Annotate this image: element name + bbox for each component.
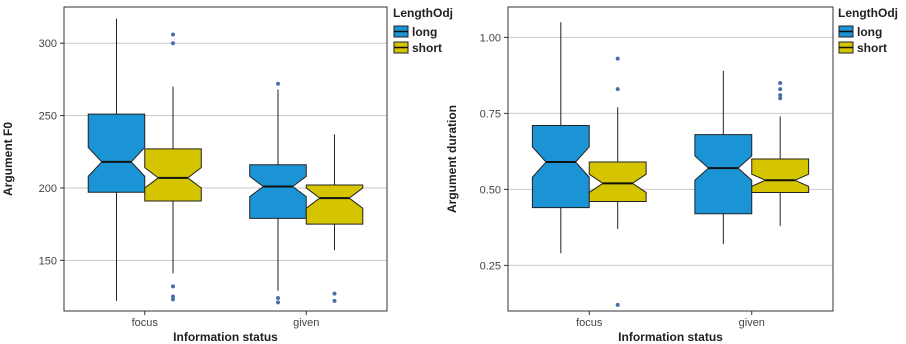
- outlier-point: [615, 87, 620, 92]
- y-tick-label: 250: [39, 111, 57, 123]
- y-tick-label: 200: [39, 183, 57, 195]
- y-tick-label: 300: [39, 38, 57, 50]
- x-tick-label-focus: focus: [132, 317, 159, 329]
- y-tick-label: 150: [39, 255, 57, 267]
- legend-title: LengthOdj: [393, 6, 453, 20]
- notched-box-long-given: [249, 164, 307, 219]
- notched-box-short-focus: [588, 161, 647, 203]
- legend: LengthOdj long short: [393, 6, 453, 55]
- y-tick-label: 0.75: [480, 108, 501, 120]
- notched-box-long-focus: [531, 125, 590, 209]
- outlier-point: [171, 284, 176, 289]
- notched-box-short-given: [305, 184, 364, 225]
- legend: LengthOdj long short: [838, 6, 898, 55]
- outlier-point: [171, 294, 176, 299]
- duration-boxplot-panel: 0.25 0.50 0.75 1.00 focus given Information st…: [445, 6, 898, 344]
- legend-title: LengthOdj: [838, 6, 898, 20]
- y-tick-label: 0.25: [480, 260, 501, 272]
- outlier-point: [332, 291, 337, 296]
- y-tick-label: 1.00: [480, 32, 501, 44]
- outlier-point: [332, 298, 337, 303]
- notched-box-short-given: [751, 158, 810, 193]
- y-tick-label: 0.50: [480, 184, 501, 196]
- notched-box-short-focus: [144, 148, 202, 202]
- outlier-point: [778, 87, 783, 92]
- legend-label-short: short: [857, 41, 887, 55]
- notched-box-long-focus: [87, 113, 146, 193]
- outlier-point: [778, 93, 783, 98]
- x-tick-label-given: given: [739, 317, 765, 329]
- x-axis-title: Information status: [173, 330, 278, 344]
- y-axis-title: Argument F0: [1, 122, 15, 196]
- x-tick-label-given: given: [293, 317, 319, 329]
- legend-label-short: short: [412, 41, 442, 55]
- legend-label-long: long: [412, 25, 437, 39]
- outlier-point: [778, 81, 783, 85]
- outlier-point: [171, 32, 176, 37]
- f0-boxplot-panel: 150 200 250 300 focus given Information status…: [1, 6, 453, 344]
- outlier-point: [275, 81, 280, 86]
- outlier-point: [275, 295, 280, 300]
- outlier-point: [615, 302, 620, 307]
- x-tick-label-focus: focus: [576, 317, 603, 329]
- x-axis-title: Information status: [618, 330, 723, 344]
- outlier-point: [171, 41, 176, 46]
- plot-frame: [63, 6, 388, 312]
- plot-frame: [507, 6, 834, 312]
- legend-label-long: long: [857, 25, 882, 39]
- outlier-point: [615, 56, 620, 61]
- notched-box-long-given: [694, 134, 753, 215]
- y-axis-title: Argument duration: [445, 105, 459, 213]
- outlier-point: [778, 96, 783, 101]
- outlier-point: [171, 297, 176, 302]
- outlier-point: [275, 300, 280, 305]
